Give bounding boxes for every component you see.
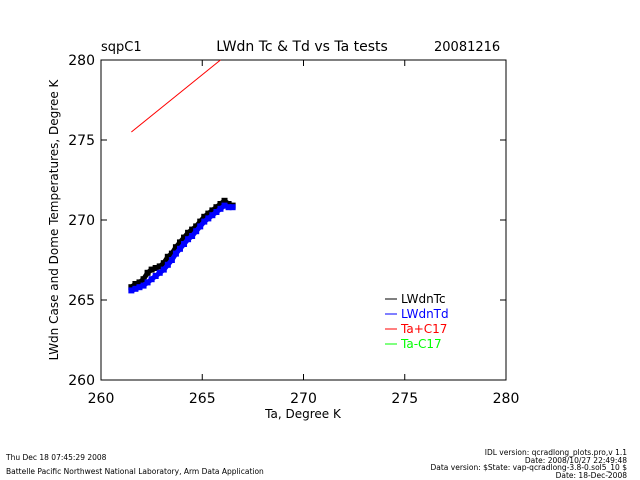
point-LWdnTc <box>221 197 228 204</box>
point-LWdnTc <box>132 281 139 287</box>
point-LWdnTc <box>209 207 216 214</box>
x-tick-label: 265 <box>189 391 216 407</box>
y-tick-label: 265 <box>68 293 95 309</box>
y-tick-label: 280 <box>68 53 95 69</box>
y-axis-label: LWdn Case and Dome Temperatures, Degree … <box>47 78 61 360</box>
point-LWdnTc <box>185 229 192 236</box>
point-LWdnTc <box>205 210 212 217</box>
point-LWdnTd <box>225 204 232 211</box>
point-LWdnTd <box>229 204 236 211</box>
legend-label: LWdnTd <box>401 307 449 321</box>
point-LWdnTc <box>144 269 151 276</box>
footer-idl-date: Date: 2008/10/27 22:49:48 <box>525 456 627 465</box>
footer-data-version: Data version: $State: vap-qcradlong-3.8-… <box>430 463 627 472</box>
chart-title: LWdn Tc & Td vs Ta tests <box>216 39 388 55</box>
point-LWdnTd <box>209 212 216 219</box>
point-LWdnTd <box>156 269 163 276</box>
x-tick-label: 275 <box>391 391 418 407</box>
point-LWdnTd <box>172 250 179 257</box>
footer-idl-version: IDL version: qcradlong_plots.pro,v 1.1 <box>485 448 627 457</box>
point-LWdnTd <box>221 202 228 209</box>
point-LWdnTd <box>144 279 151 286</box>
point-LWdnTd <box>152 273 159 279</box>
point-LWdnTc <box>217 201 224 207</box>
x-tick-label: 260 <box>88 391 115 407</box>
point-LWdnTc <box>193 223 200 230</box>
point-LWdnTc <box>140 276 147 283</box>
footer-org: Battelle Pacific Northwest National Labo… <box>6 467 264 476</box>
point-LWdnTd <box>128 287 135 294</box>
point-LWdnTc <box>164 253 171 260</box>
legend-label: Ta-C17 <box>400 337 442 351</box>
point-LWdnTc <box>128 284 135 291</box>
point-LWdnTd <box>168 257 175 263</box>
point-LWdnTd <box>205 215 212 222</box>
point-LWdnTd <box>140 282 147 289</box>
x-tick-label: 280 <box>493 391 520 407</box>
point-LWdnTc <box>160 260 167 267</box>
footer-data-date: Date: 18-Dec-2008 <box>556 471 628 480</box>
footer-timestamp: Thu Dec 18 07:45:29 2008 <box>5 453 107 462</box>
point-LWdnTd <box>197 223 204 230</box>
site-label: sqpC1 <box>101 40 142 55</box>
point-LWdnTd <box>213 209 220 215</box>
y-tick-label: 260 <box>68 373 95 389</box>
point-LWdnTc <box>197 218 204 225</box>
point-LWdnTc <box>189 226 196 233</box>
point-LWdnTc <box>156 263 163 270</box>
point-LWdnTd <box>193 228 200 235</box>
date-label: 20081216 <box>434 40 500 55</box>
point-LWdnTc <box>168 250 175 257</box>
data-marks <box>128 59 236 294</box>
point-LWdnTc <box>136 279 143 286</box>
point-LWdnTd <box>185 236 192 243</box>
point-LWdnTc <box>176 239 183 246</box>
point-LWdnTd <box>201 218 208 225</box>
legend-label: Ta+C17 <box>400 322 447 336</box>
legend-label: LWdnTc <box>401 292 446 306</box>
point-LWdnTd <box>136 284 143 291</box>
point-LWdnTd <box>181 241 188 247</box>
series-line-Ta+C17 <box>131 59 221 133</box>
point-LWdnTc <box>181 234 188 241</box>
point-LWdnTd <box>189 233 196 239</box>
point-LWdnTd <box>164 261 171 268</box>
point-LWdnTd <box>176 245 183 252</box>
x-tick-label: 270 <box>290 391 317 407</box>
axis-ticks: 260 265 270 275 280 260 265 270 275 280 <box>68 53 519 407</box>
point-LWdnTc <box>172 244 179 251</box>
point-LWdnTd <box>148 276 155 283</box>
point-LWdnTc <box>148 266 155 273</box>
point-LWdnTc <box>225 201 232 207</box>
x-axis-label: Ta, Degree K <box>264 407 342 421</box>
point-LWdnTd <box>217 205 224 212</box>
point-LWdnTc <box>213 204 220 211</box>
point-LWdnTc <box>201 213 208 220</box>
point-LWdnTd <box>160 266 167 273</box>
y-tick-label: 275 <box>68 133 95 149</box>
point-LWdnTc <box>152 265 159 271</box>
y-tick-label: 270 <box>68 213 95 229</box>
point-LWdnTd <box>132 285 139 292</box>
